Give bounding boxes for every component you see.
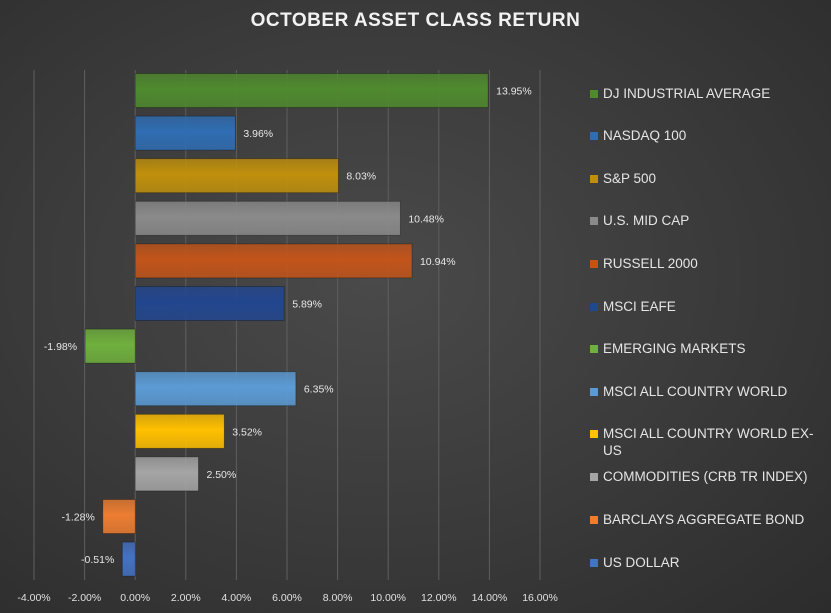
bar xyxy=(134,286,285,321)
legend-item: U.S. MID CAP xyxy=(590,212,822,229)
data-label: 13.95% xyxy=(496,86,532,98)
data-label: 6.35% xyxy=(304,384,334,396)
legend-label: EMERGING MARKETS xyxy=(603,341,746,356)
data-label: 5.89% xyxy=(292,299,322,311)
legend-label: COMMODITIES (CRB TR INDEX) xyxy=(603,469,808,484)
legend-label: RUSSELL 2000 xyxy=(603,256,698,271)
legend-swatch xyxy=(590,132,598,140)
data-label: 2.50% xyxy=(206,469,236,481)
legend-item: COMMODITIES (CRB TR INDEX) xyxy=(590,468,822,485)
chart-title: OCTOBER ASSET CLASS RETURN xyxy=(250,10,581,31)
x-tick-label: 0.00% xyxy=(120,592,150,604)
legend-item: US DOLLAR xyxy=(590,554,822,571)
bar xyxy=(134,158,339,194)
data-label: -1.28% xyxy=(62,512,95,524)
data-label: -1.98% xyxy=(44,341,77,353)
legend-item: DJ INDUSTRIAL AVERAGE xyxy=(590,85,822,102)
bars xyxy=(84,73,489,577)
x-tick-label: 16.00% xyxy=(522,592,558,604)
data-labels: 13.95% 3.96% 8.03% 10.48% 10.94% 5.89% -1.98% 6… xyxy=(44,86,532,567)
legend-swatch xyxy=(590,303,598,311)
legend-label: DJ INDUSTRIAL AVERAGE xyxy=(603,86,771,101)
x-tick-label: 6.00% xyxy=(272,592,302,604)
bar xyxy=(134,456,199,492)
legend-label: S&P 500 xyxy=(603,171,657,186)
legend-item: S&P 500 xyxy=(590,170,822,187)
x-tick-label: 2.00% xyxy=(171,592,201,604)
legend-item: MSCI ALL COUNTRY WORLD xyxy=(590,383,822,400)
x-tick-label: 12.00% xyxy=(421,592,457,604)
bar xyxy=(134,200,401,236)
x-tick-label: -4.00% xyxy=(17,592,50,604)
legend-swatch xyxy=(590,260,598,268)
legend-swatch xyxy=(590,473,598,481)
gridlines xyxy=(33,70,541,580)
bar xyxy=(134,73,489,108)
legend-item: BARCLAYS AGGREGATE BOND xyxy=(590,511,822,528)
bar xyxy=(134,371,297,407)
legend-label: BARCLAYS AGGREGATE BOND xyxy=(603,512,805,527)
bar xyxy=(134,413,225,449)
x-tick-label: 8.00% xyxy=(323,592,353,604)
legend-label: U.S. MID CAP xyxy=(603,213,690,228)
x-tick-label: -2.00% xyxy=(68,592,101,604)
bar xyxy=(134,243,413,279)
x-tick-label: 10.00% xyxy=(370,592,406,604)
bar xyxy=(134,115,236,151)
x-tick-label: 14.00% xyxy=(472,592,508,604)
legend-swatch xyxy=(590,430,598,438)
legend-label: MSCI EAFE xyxy=(603,299,676,314)
data-label: 3.52% xyxy=(232,426,262,438)
legend-item: EMERGING MARKETS xyxy=(590,340,822,357)
legend-swatch xyxy=(590,559,598,567)
legend-item: MSCI EAFE xyxy=(590,298,822,315)
x-axis-ticks: -4.00% -2.00% 0.00% 2.00% 4.00% 6.00% 8.00% 10.… xyxy=(17,592,557,604)
legend-swatch xyxy=(590,388,598,396)
legend-item: MSCI ALL COUNTRY WORLD EX-US xyxy=(590,425,822,459)
legend-swatch xyxy=(590,516,598,524)
data-label: 3.96% xyxy=(243,128,273,140)
legend-label: US DOLLAR xyxy=(603,555,680,570)
legend-swatch xyxy=(590,217,598,225)
legend-label: NASDAQ 100 xyxy=(603,128,687,143)
legend-swatch xyxy=(590,90,598,98)
legend-label: MSCI ALL COUNTRY WORLD xyxy=(603,384,788,399)
x-tick-label: 4.00% xyxy=(222,592,252,604)
legend-swatch xyxy=(590,345,598,353)
legend-item: NASDAQ 100 xyxy=(590,127,822,144)
legend-label: MSCI ALL COUNTRY WORLD EX-US xyxy=(603,426,814,458)
data-label: -0.51% xyxy=(81,554,114,566)
data-label: 10.48% xyxy=(408,213,444,225)
bar xyxy=(84,328,136,364)
legend-swatch xyxy=(590,175,598,183)
legend-item: RUSSELL 2000 xyxy=(590,255,822,272)
data-label: 10.94% xyxy=(420,256,456,268)
data-label: 8.03% xyxy=(346,171,376,183)
bar xyxy=(121,541,136,577)
bar xyxy=(102,499,136,534)
